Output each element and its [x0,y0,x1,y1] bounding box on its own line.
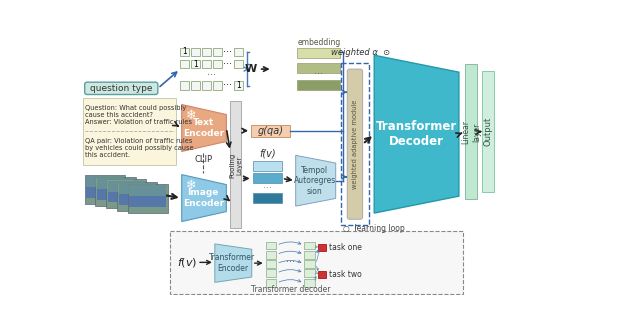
Polygon shape [296,155,336,206]
Text: QA pair: Violation of traffic rules
by vehicles could possibly cause
this accide: QA pair: Violation of traffic rules by v… [86,138,194,158]
Bar [318,244,326,251]
Bar [202,60,211,68]
Bar [234,81,243,90]
Bar [97,178,134,189]
Bar [117,182,157,211]
Text: embedding: embedding [297,39,340,47]
Bar [106,179,147,208]
Text: Tempol
Autoregres
sion: Tempol Autoregres sion [294,166,336,196]
FancyBboxPatch shape [348,69,363,219]
Bar [118,183,156,205]
Text: ❄: ❄ [186,179,196,192]
Bar [86,176,123,187]
Bar [341,63,369,225]
Bar [129,185,166,207]
FancyBboxPatch shape [84,82,158,95]
Bar [191,47,200,56]
Bar [212,47,221,56]
Text: g(qa): g(qa) [257,126,284,136]
Text: $f(v)$: $f(v)$ [177,256,197,269]
Bar [129,185,166,196]
Bar [202,47,211,56]
Bar [266,242,276,249]
Text: Text
Encoder: Text Encoder [182,118,224,138]
Text: Linear
layer: Linear layer [461,120,481,144]
Text: weighted adaptive module: weighted adaptive module [352,100,358,189]
Text: 1: 1 [193,60,198,69]
Bar [191,60,200,68]
Bar [170,231,463,294]
Bar [212,60,221,68]
Text: weighted α  ⊙: weighted α ⊙ [331,48,390,57]
Bar [304,260,315,268]
Bar [191,81,200,90]
Polygon shape [215,244,252,283]
Text: Transformer decoder: Transformer decoder [250,285,330,294]
Bar [297,80,340,90]
Text: ○  learning loop: ○ learning loop [344,224,405,233]
Bar [97,178,134,200]
Bar [266,260,276,268]
Text: ···: ··· [207,70,216,80]
Bar [304,251,315,259]
Bar [180,47,189,56]
Polygon shape [182,105,227,151]
Bar [95,177,136,206]
Bar [482,71,494,192]
Text: 1: 1 [236,81,241,90]
Bar [304,269,315,277]
Polygon shape [182,175,227,221]
Text: ···: ··· [223,59,232,69]
Bar [304,242,315,249]
Text: Output: Output [484,117,493,146]
Bar [118,183,156,194]
Polygon shape [374,55,459,213]
Bar [180,81,189,90]
Text: ❄: ❄ [186,109,196,122]
Bar [266,251,276,259]
Text: ···: ··· [262,183,271,193]
Text: Transformer
Decoder: Transformer Decoder [376,120,457,148]
Bar [128,184,168,213]
Text: ···: ··· [314,69,323,79]
Text: W: W [245,64,257,74]
Bar [234,60,243,68]
Bar [83,98,175,165]
Bar [108,181,145,192]
Bar [202,81,211,90]
Text: 1: 1 [182,47,187,56]
Text: task one: task one [329,243,362,252]
Bar [253,193,282,203]
Bar [266,279,276,287]
Text: CLIP: CLIP [194,155,212,164]
Text: f(v): f(v) [259,148,275,158]
Text: question type: question type [90,84,152,93]
Bar [234,47,243,56]
Text: Transformer
Encoder: Transformer Encoder [209,253,255,273]
Text: Pooling
Layer: Pooling Layer [229,152,242,178]
Bar [253,161,282,171]
Bar [84,175,125,204]
Bar [318,271,326,278]
Bar [212,81,221,90]
Bar [266,269,276,277]
Text: task two: task two [329,270,362,279]
Bar [108,181,145,202]
Text: Question: What could possibly
cause this accident?
Answer: Violation of traffic : Question: What could possibly cause this… [86,105,193,124]
Bar [297,63,340,73]
Bar [297,47,340,57]
Bar [230,102,241,228]
Bar [86,176,123,198]
Text: ···: ··· [223,80,232,90]
Bar [253,173,282,183]
Bar [251,124,289,137]
Bar [465,64,477,199]
Bar [304,279,315,287]
Text: ···: ··· [286,257,295,267]
Text: ···: ··· [223,47,232,57]
Text: Image
Encoder: Image Encoder [182,188,224,208]
Bar [180,60,189,68]
